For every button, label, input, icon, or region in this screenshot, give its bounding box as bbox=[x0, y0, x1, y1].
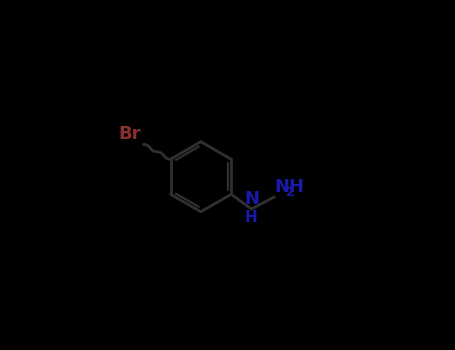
Text: NH: NH bbox=[274, 177, 304, 196]
Text: H: H bbox=[245, 210, 258, 225]
Text: N: N bbox=[244, 190, 259, 208]
Text: 2: 2 bbox=[286, 186, 294, 199]
Text: Br: Br bbox=[118, 125, 141, 143]
